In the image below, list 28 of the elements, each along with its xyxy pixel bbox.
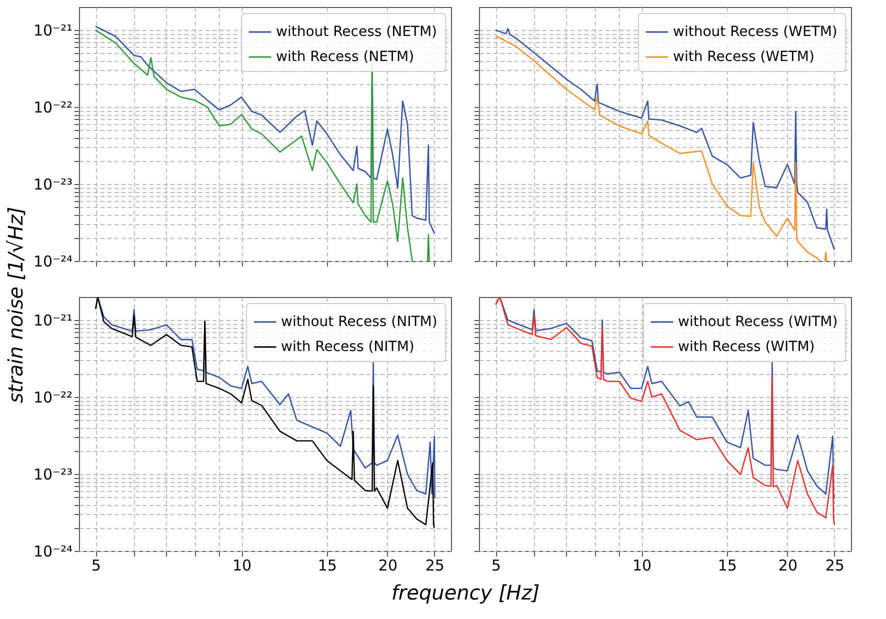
x-tick-label: 5 bbox=[491, 556, 501, 574]
y-tick-label: 10⁻²² bbox=[33, 388, 72, 407]
x-tick-label: 25 bbox=[425, 556, 444, 574]
y-tick-label: 10⁻²¹ bbox=[33, 22, 72, 40]
y-axis-title: strain noise [1/√Hz] bbox=[3, 206, 28, 404]
y-tick-label: 10⁻²¹ bbox=[33, 312, 72, 330]
legend-label: with Recess (WITM) bbox=[678, 339, 815, 355]
legend-label: without Recess (WETM) bbox=[673, 24, 838, 40]
x-tick-label: 15 bbox=[718, 556, 737, 574]
x-tick-label: 15 bbox=[318, 556, 337, 574]
x-axis-title: frequency [Hz] bbox=[391, 580, 540, 604]
legend-label: with Recess (NITM) bbox=[281, 339, 414, 355]
y-tick-label: 10⁻²⁴ bbox=[33, 542, 72, 560]
y-tick-label: 10⁻²² bbox=[33, 98, 72, 117]
y-tick-label: 10⁻²⁴ bbox=[33, 252, 72, 270]
x-tick-label: 25 bbox=[825, 556, 844, 574]
y-tick-label: 10⁻²³ bbox=[33, 466, 72, 484]
x-tick-label: 5 bbox=[91, 556, 101, 574]
legend-label: with Recess (NETM) bbox=[276, 49, 414, 65]
x-tick-label: 20 bbox=[378, 556, 398, 574]
x-tick-label: 10 bbox=[632, 556, 652, 574]
y-tick-label: 10⁻²³ bbox=[33, 176, 72, 194]
legend-label: without Recess (NETM) bbox=[276, 24, 438, 40]
x-tick-label: 20 bbox=[778, 556, 798, 574]
x-tick-label: 10 bbox=[232, 556, 252, 574]
legend-label: with Recess (WETM) bbox=[673, 49, 814, 65]
legend-label: without Recess (NITM) bbox=[281, 314, 438, 330]
legend-label: without Recess (WITM) bbox=[678, 314, 838, 330]
